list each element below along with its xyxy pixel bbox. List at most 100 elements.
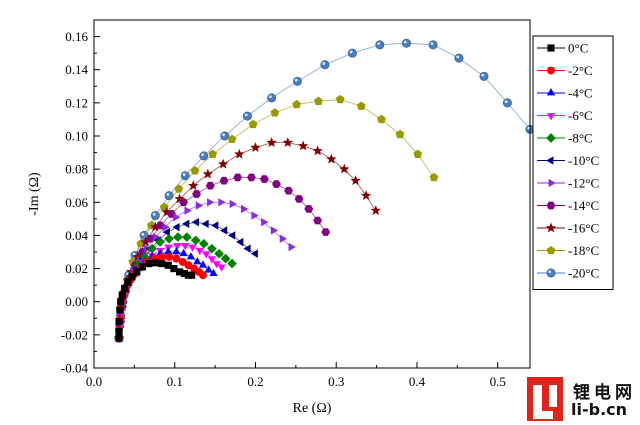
- data-point: [356, 101, 366, 110]
- data-point: [360, 190, 372, 201]
- legend-label: -20°C: [568, 266, 599, 281]
- data-point: [217, 264, 226, 272]
- data-point: [190, 166, 200, 175]
- y-tick-label: 0.06: [65, 195, 88, 210]
- legend-entry: -10°C: [537, 153, 599, 168]
- data-point: [118, 291, 126, 299]
- x-tick-label: 0.3: [328, 374, 344, 389]
- x-axis-title: Re (Ω): [293, 401, 332, 416]
- data-point: [164, 233, 174, 244]
- data-point-highlight: [141, 232, 145, 236]
- watermark-logo: 锂电网 li-b.cn: [525, 374, 640, 425]
- y-tick-label: -0.02: [61, 327, 88, 342]
- data-point: [207, 243, 217, 254]
- data-point: [297, 140, 309, 151]
- data-point: [248, 119, 258, 129]
- data-point: [294, 195, 304, 203]
- data-point: [164, 191, 174, 201]
- legend-marker: [548, 178, 556, 188]
- data-point: [229, 199, 237, 209]
- data-point-highlight: [481, 73, 485, 77]
- watermark-url: li-b.cn: [571, 400, 628, 419]
- data-point: [243, 244, 251, 253]
- data-point: [413, 149, 423, 158]
- data-point: [207, 198, 215, 207]
- data-point: [339, 163, 350, 174]
- data-point-highlight: [527, 126, 531, 130]
- data-point: [270, 226, 279, 235]
- data-point: [212, 261, 221, 269]
- data-point: [479, 71, 489, 81]
- data-point-highlight: [377, 42, 381, 46]
- y-tick-label: 0.04: [65, 228, 88, 243]
- data-point: [152, 232, 161, 242]
- legend-label: -18°C: [568, 243, 599, 258]
- legend-entry: 0°C: [537, 41, 588, 56]
- data-point-highlight: [403, 40, 407, 44]
- data-point: [174, 184, 184, 193]
- data-point: [132, 251, 143, 262]
- data-point: [174, 193, 185, 204]
- legend-marker: [546, 268, 556, 278]
- data-point-highlight: [430, 42, 434, 46]
- data-point: [227, 258, 237, 269]
- data-point: [370, 205, 381, 215]
- data-point: [205, 181, 215, 190]
- legend-label: -8°C: [568, 131, 593, 146]
- data-point: [172, 222, 180, 232]
- data-point: [145, 260, 153, 268]
- legend-label: 0°C: [568, 41, 588, 56]
- x-tick-label: 0.2: [247, 374, 263, 389]
- data-point: [292, 99, 302, 109]
- data-point: [282, 137, 293, 148]
- data-point: [190, 235, 201, 246]
- data-point: [227, 134, 237, 144]
- x-tick-label: 0.5: [490, 374, 506, 389]
- data-point: [233, 173, 243, 182]
- data-point: [179, 248, 188, 257]
- data-point: [218, 198, 226, 207]
- data-point: [202, 168, 214, 179]
- data-point: [191, 217, 199, 227]
- data-point: [115, 327, 123, 336]
- data-point: [204, 265, 213, 273]
- data-point: [186, 252, 196, 260]
- y-tick-label: 0.16: [65, 29, 88, 44]
- data-point: [272, 180, 281, 188]
- data-point: [124, 278, 132, 286]
- data-point: [151, 259, 159, 267]
- data-point: [234, 148, 245, 159]
- data-point: [198, 260, 208, 268]
- data-point: [250, 249, 258, 258]
- legend-marker: [546, 113, 556, 121]
- data-point: [220, 131, 230, 141]
- x-tick-label: 0.0: [86, 374, 102, 389]
- data-point-highlight: [504, 100, 508, 104]
- legend-label: -4°C: [568, 86, 593, 101]
- legend-entry: -14°C: [537, 198, 599, 213]
- data-point: [428, 40, 438, 50]
- data-point: [401, 38, 411, 48]
- y-tick-label: -0.04: [61, 361, 89, 376]
- li-logo-icon: [527, 377, 563, 421]
- data-point: [176, 268, 184, 276]
- data-point: [170, 265, 178, 273]
- legend-marker: [547, 44, 555, 52]
- data-point: [117, 298, 125, 306]
- data-point: [164, 247, 173, 255]
- legend-marker: [547, 66, 555, 75]
- data-point: [335, 94, 345, 104]
- data-point: [242, 111, 252, 121]
- y-tick-label: 0.00: [65, 294, 88, 309]
- data-point: [214, 248, 224, 259]
- data-point: [220, 253, 231, 264]
- legend-entry: -8°C: [537, 131, 593, 146]
- data-point: [270, 108, 280, 117]
- legend-entry: -16°C: [537, 221, 599, 236]
- data-point: [236, 237, 244, 247]
- data-point: [173, 213, 181, 222]
- data-point: [161, 206, 172, 217]
- data-point: [173, 232, 183, 242]
- data-point: [217, 158, 229, 169]
